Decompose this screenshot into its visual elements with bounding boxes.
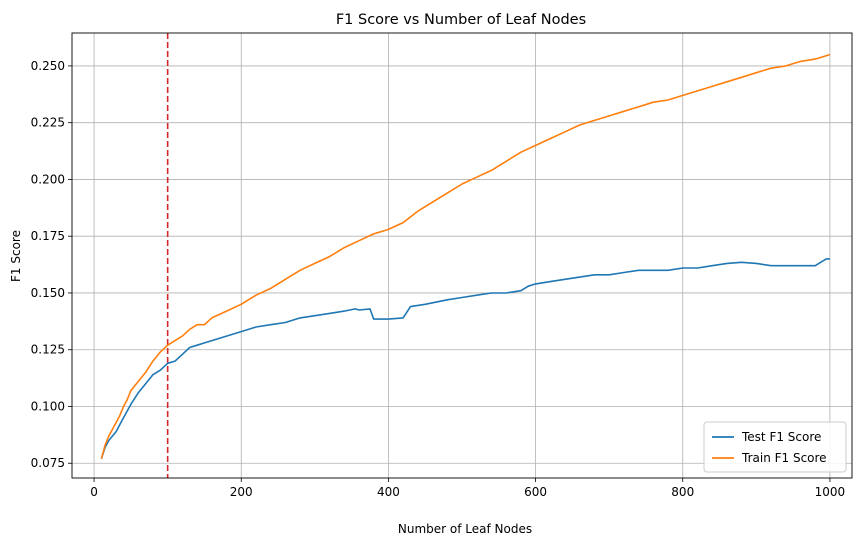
series-line-test — [100, 258, 830, 459]
plot-frame — [71, 32, 853, 479]
tick-layer: 0 200 400 600 800 1000 0.075 0.100 0.125 0.150 0.1… — [31, 59, 846, 499]
y-tick-label: 0.125 — [31, 343, 65, 357]
x-tick-label: 0 — [90, 485, 98, 499]
legend-label: Train F1 Score — [741, 451, 827, 465]
x-tick-label: 400 — [377, 485, 400, 499]
x-tick-label: 1000 — [815, 485, 846, 499]
x-tick-label: 200 — [230, 485, 253, 499]
y-tick-label: 0.175 — [31, 229, 65, 243]
y-tick-label: 0.075 — [31, 456, 65, 470]
series-layer — [100, 53, 831, 459]
y-tick-label: 0.250 — [31, 59, 65, 73]
legend: Test F1 Score Train F1 Score — [703, 421, 847, 473]
chart-title: F1 Score vs Number of Leaf Nodes — [336, 12, 586, 28]
y-axis-label: F1 Score — [9, 230, 23, 282]
legend-box — [703, 421, 847, 473]
grid-layer — [72, 33, 852, 478]
x-axis-label: Number of Leaf Nodes — [398, 522, 532, 536]
y-tick-label: 0.225 — [31, 116, 65, 130]
legend-label: Test F1 Score — [741, 430, 821, 444]
y-tick-label: 0.150 — [31, 286, 65, 300]
y-tick-label: 0.100 — [31, 399, 65, 413]
x-tick-label: 800 — [671, 485, 694, 499]
x-tick-label: 600 — [524, 485, 547, 499]
series-line-train — [100, 53, 831, 459]
y-tick-label: 0.200 — [31, 172, 65, 186]
